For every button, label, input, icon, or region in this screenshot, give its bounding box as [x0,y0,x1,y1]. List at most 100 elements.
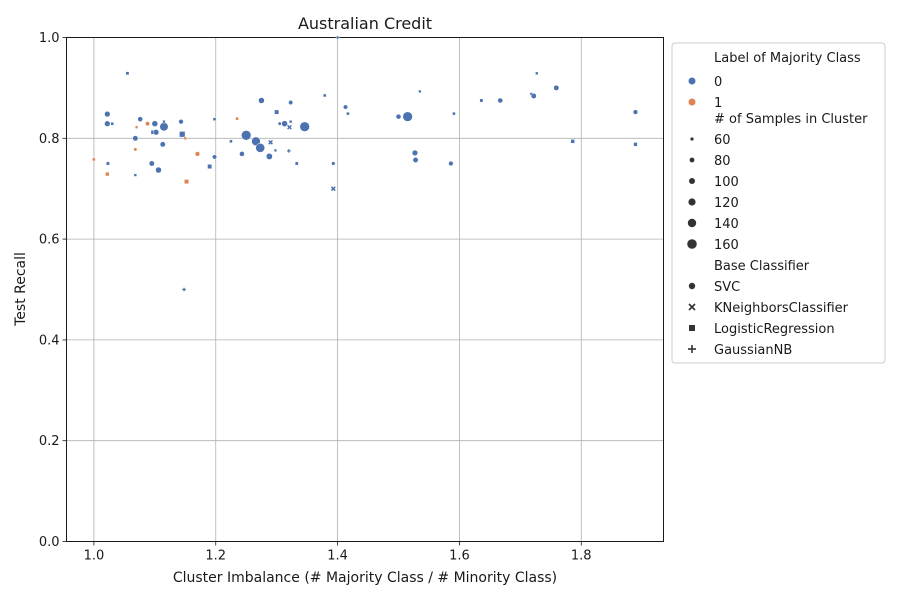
scatter-point [148,160,155,167]
scatter-point [207,164,213,169]
legend-size-marker-80 [689,157,695,163]
legend-size-marker-160 [687,239,697,249]
scatter-point [287,124,292,130]
y-tick-label: 0.0 [39,535,60,550]
y-tick-label: 0.2 [39,434,60,449]
legend-style-title: Base Classifier [714,259,810,274]
legend-hue-marker-0 [688,77,696,85]
scatter-point [299,121,310,132]
scatter-point [184,179,189,184]
legend-frame [671,42,886,364]
legend-hue-label-0: 0 [714,75,722,90]
legend-size-label-80: 80 [714,154,731,169]
scatter-point [289,120,293,124]
legend-size-label-120: 120 [714,196,739,211]
scatter-point [331,161,336,166]
scatter-point [633,142,638,147]
scatter-point [497,97,504,104]
scatter-point [479,98,484,103]
x-axis-label: Cluster Imbalance (# Majority Class / # … [173,570,557,586]
x-ticks: 1.0 1.2 1.4 1.6 1.8 [84,541,592,564]
legend-hue-title: Label of Majority Class [714,51,861,66]
legend-style-marker-knn [688,303,696,311]
scatter-point [294,161,299,166]
scatter-point [255,143,266,153]
legend-style-marker-gnb [688,345,696,353]
scatter-point [110,121,114,126]
y-tick-label: 0.4 [39,333,60,348]
scatter-point [105,171,110,177]
legend-style-label-knn: KNeighborsClassifier [714,301,849,316]
scatter-point [553,84,560,91]
scatter-point [452,111,456,116]
y-tick-label: 0.8 [39,132,60,147]
scatter-point [411,149,419,157]
scatter-point [104,120,111,127]
scatter-point [335,35,340,40]
data-points [92,35,639,292]
scatter-point [212,154,218,160]
scatter-point [330,186,336,192]
scatter-point [194,151,201,157]
legend-size-marker-120 [688,198,696,206]
scatter-point [106,161,110,166]
scatter-point [212,117,217,121]
scatter-point [125,71,130,76]
legend-hue-label-1: 1 [714,96,722,111]
scatter-point [151,120,159,127]
chart-title: Australian Credit [298,14,432,33]
scatter-point [412,157,419,163]
x-tick-label: 1.0 [84,549,105,564]
scatter-point [162,120,166,124]
scatter-point [418,89,422,93]
plot-frame [66,37,664,542]
scatter-point [448,160,454,167]
scatter-point [155,166,162,174]
scatter-point [182,287,186,292]
scatter-point [183,136,187,140]
legend-size-marker-100 [689,178,695,184]
scatter-point [104,111,111,118]
scatter-point [632,109,639,115]
scatter-point [288,100,294,105]
scatter-point [277,121,282,126]
y-tick-label: 1.0 [39,31,60,46]
legend-size-label-140: 140 [714,217,739,232]
y-axis-label: Test Recall [13,252,29,327]
scatter-point [323,93,327,98]
legend-size-label-160: 160 [714,238,739,253]
x-tick-label: 1.6 [449,549,470,564]
scatter-point [258,97,265,104]
scatter-point [274,109,280,115]
scatter-point [239,151,245,157]
scatter-point [178,119,184,125]
scatter-point [159,141,166,148]
y-ticks: 0.0 0.2 0.4 0.6 0.8 1.0 [39,31,67,550]
scatter-point [241,130,252,141]
scatter-point [159,122,169,132]
scatter-point [235,116,239,121]
legend-style-label-gnb: GaussianNB [714,343,792,358]
x-tick-label: 1.2 [205,549,226,564]
legend-style-label-svc: SVC [714,280,740,295]
scatter-point [133,173,137,177]
legend: Label of Majority Class 0 1 # of Samples… [671,42,886,364]
scatter-point [287,149,291,153]
scatter-point [179,131,186,138]
scatter-point [346,111,350,116]
legend-size-marker-140 [687,218,697,228]
scatter-point [137,116,143,122]
scatter-point [530,93,537,99]
scatter-point [570,139,575,144]
legend-size-label-60: 60 [714,133,731,148]
y-tick-label: 0.6 [39,233,60,248]
scatter-point [132,135,139,142]
grid [66,37,664,542]
legend-hue-marker-1 [688,98,696,106]
scatter-point [92,157,96,162]
legend-style-marker-svc [688,282,696,290]
scatter-point [265,153,273,160]
legend-size-label-100: 100 [714,175,739,190]
legend-size-title: # of Samples in Cluster [714,112,868,127]
